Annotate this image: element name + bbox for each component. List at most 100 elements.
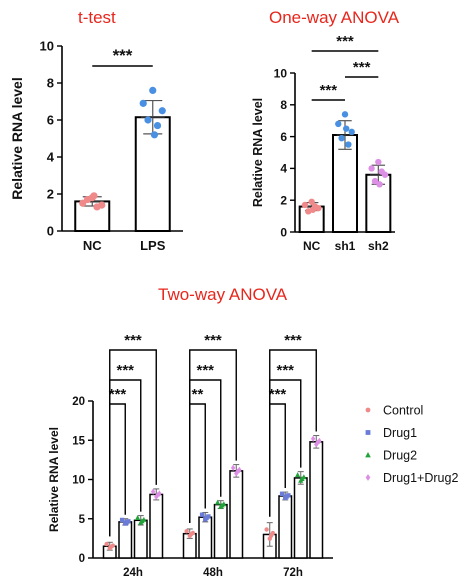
significance-bracket	[109, 403, 126, 537]
data-point-Control	[188, 532, 194, 537]
data-point-sh1	[335, 120, 342, 128]
oneway-heading: One-way ANOVA	[269, 8, 400, 27]
bar-72h-Drug2	[293, 477, 308, 559]
data-point-sh1	[338, 134, 345, 142]
legend-label: Control	[383, 404, 423, 418]
data-point-Drug2	[135, 515, 141, 521]
legend-label: Drug1	[383, 426, 417, 440]
x-tick-label: 72h	[283, 567, 303, 579]
data-point-Control	[104, 541, 109, 547]
data-point-Drug1	[284, 494, 289, 499]
y-tick-label: 6	[280, 130, 287, 144]
data-point-Drug2	[295, 472, 301, 478]
data-point-Drug1+Drug2	[230, 464, 236, 472]
data-point-sh2	[371, 177, 379, 185]
data-point-Drug1	[279, 491, 285, 496]
significance-label: ***	[320, 82, 338, 99]
data-point-sh2	[368, 165, 375, 172]
y-tick-label: 8	[280, 98, 287, 112]
data-point-Drug1+Drug2	[237, 466, 242, 474]
data-point-Drug1	[204, 515, 209, 521]
x-tick-label: NC	[303, 239, 321, 253]
data-point-Control	[108, 544, 114, 550]
y-tick-label: 10	[274, 66, 288, 80]
data-point-Drug1	[119, 517, 125, 523]
bar-24h-Drug2	[133, 519, 148, 559]
y-tick-label: 0	[280, 225, 287, 239]
y-tick-label: 2	[47, 187, 54, 202]
data-point-Drug2	[299, 475, 305, 481]
data-point-LPS	[158, 107, 166, 115]
data-point-LPS	[153, 121, 162, 130]
significance-label: ***	[353, 59, 371, 76]
x-tick-label: NC	[83, 238, 102, 253]
data-point-sh1	[348, 128, 355, 136]
significance-label: ***	[284, 332, 302, 349]
data-point-Drug1+Drug2	[310, 435, 316, 442]
significance-bracket	[269, 349, 317, 517]
legend-marker-Drug1+Drug2	[365, 474, 371, 481]
data-point-LPS	[139, 99, 147, 107]
bar-48h-Drug1+Drug2	[229, 470, 244, 559]
y-tick-label: 15	[72, 435, 85, 447]
data-point-Drug1+Drug2	[235, 468, 240, 475]
y-axis-title: Relative RNA level	[47, 427, 61, 532]
significance-bracket	[189, 403, 206, 523]
data-point-sh1	[343, 125, 350, 132]
data-point-Drug1+Drug2	[315, 439, 320, 446]
data-point-Drug1+Drug2	[234, 470, 239, 477]
y-tick-label: 0	[79, 553, 85, 565]
significance-bracket	[109, 349, 157, 537]
twoway-heading: Two-way ANOVA	[158, 285, 288, 304]
data-point-LPS	[144, 116, 152, 124]
y-tick-label: 6	[47, 113, 54, 128]
x-tick-label: 48h	[203, 567, 223, 579]
y-tick-label: 2	[280, 194, 287, 208]
bar-48h-Drug1	[198, 516, 213, 559]
significance-label: ***	[276, 362, 294, 379]
bar-72h-Drug1+Drug2	[309, 441, 324, 559]
data-point-LPS	[149, 86, 157, 94]
x-tick-label: 24h	[123, 567, 143, 579]
significance-label: ***	[269, 386, 287, 403]
significance-label: ***	[113, 46, 133, 65]
y-tick-label: 4	[280, 162, 287, 176]
bar-sh1	[332, 134, 358, 233]
significance-label: **	[192, 386, 204, 403]
legend-marker-Control	[365, 407, 371, 413]
data-point-NC	[93, 203, 101, 211]
data-point-sh2	[375, 158, 382, 166]
data-point-NC	[308, 198, 315, 205]
bar-72h-Drug1	[278, 495, 293, 559]
y-tick-label: 5	[79, 514, 86, 526]
data-point-Drug2	[139, 518, 145, 524]
data-point-Control	[264, 527, 269, 532]
data-point-Drug2	[215, 499, 221, 505]
bar-48h-Drug2	[213, 503, 228, 559]
legend-marker-Drug2	[365, 452, 371, 458]
x-tick-label: sh1	[335, 239, 356, 253]
data-point-LPS	[150, 131, 159, 139]
data-point-NC	[90, 192, 98, 200]
y-axis-title: Relative RNA level	[9, 77, 25, 199]
y-tick-label: 10	[40, 39, 54, 54]
significance-label: ***	[336, 33, 354, 50]
y-tick-label: 0	[47, 224, 54, 239]
legend-marker-Drug1	[365, 430, 371, 435]
significance-label: ***	[204, 332, 222, 349]
significance-label: ***	[196, 362, 214, 379]
ttest-heading: t-test	[78, 8, 116, 27]
data-point-NC	[83, 195, 92, 204]
legend-label: Drug2	[383, 449, 417, 463]
significance-label: ***	[109, 386, 127, 403]
data-point-sh2	[378, 168, 385, 175]
data-point-Control	[268, 533, 274, 539]
y-tick-label: 20	[72, 396, 85, 408]
bar-24h-Drug1	[118, 521, 133, 559]
data-point-Control	[184, 528, 189, 534]
y-tick-label: 4	[47, 150, 55, 165]
significance-bracket	[189, 349, 237, 523]
